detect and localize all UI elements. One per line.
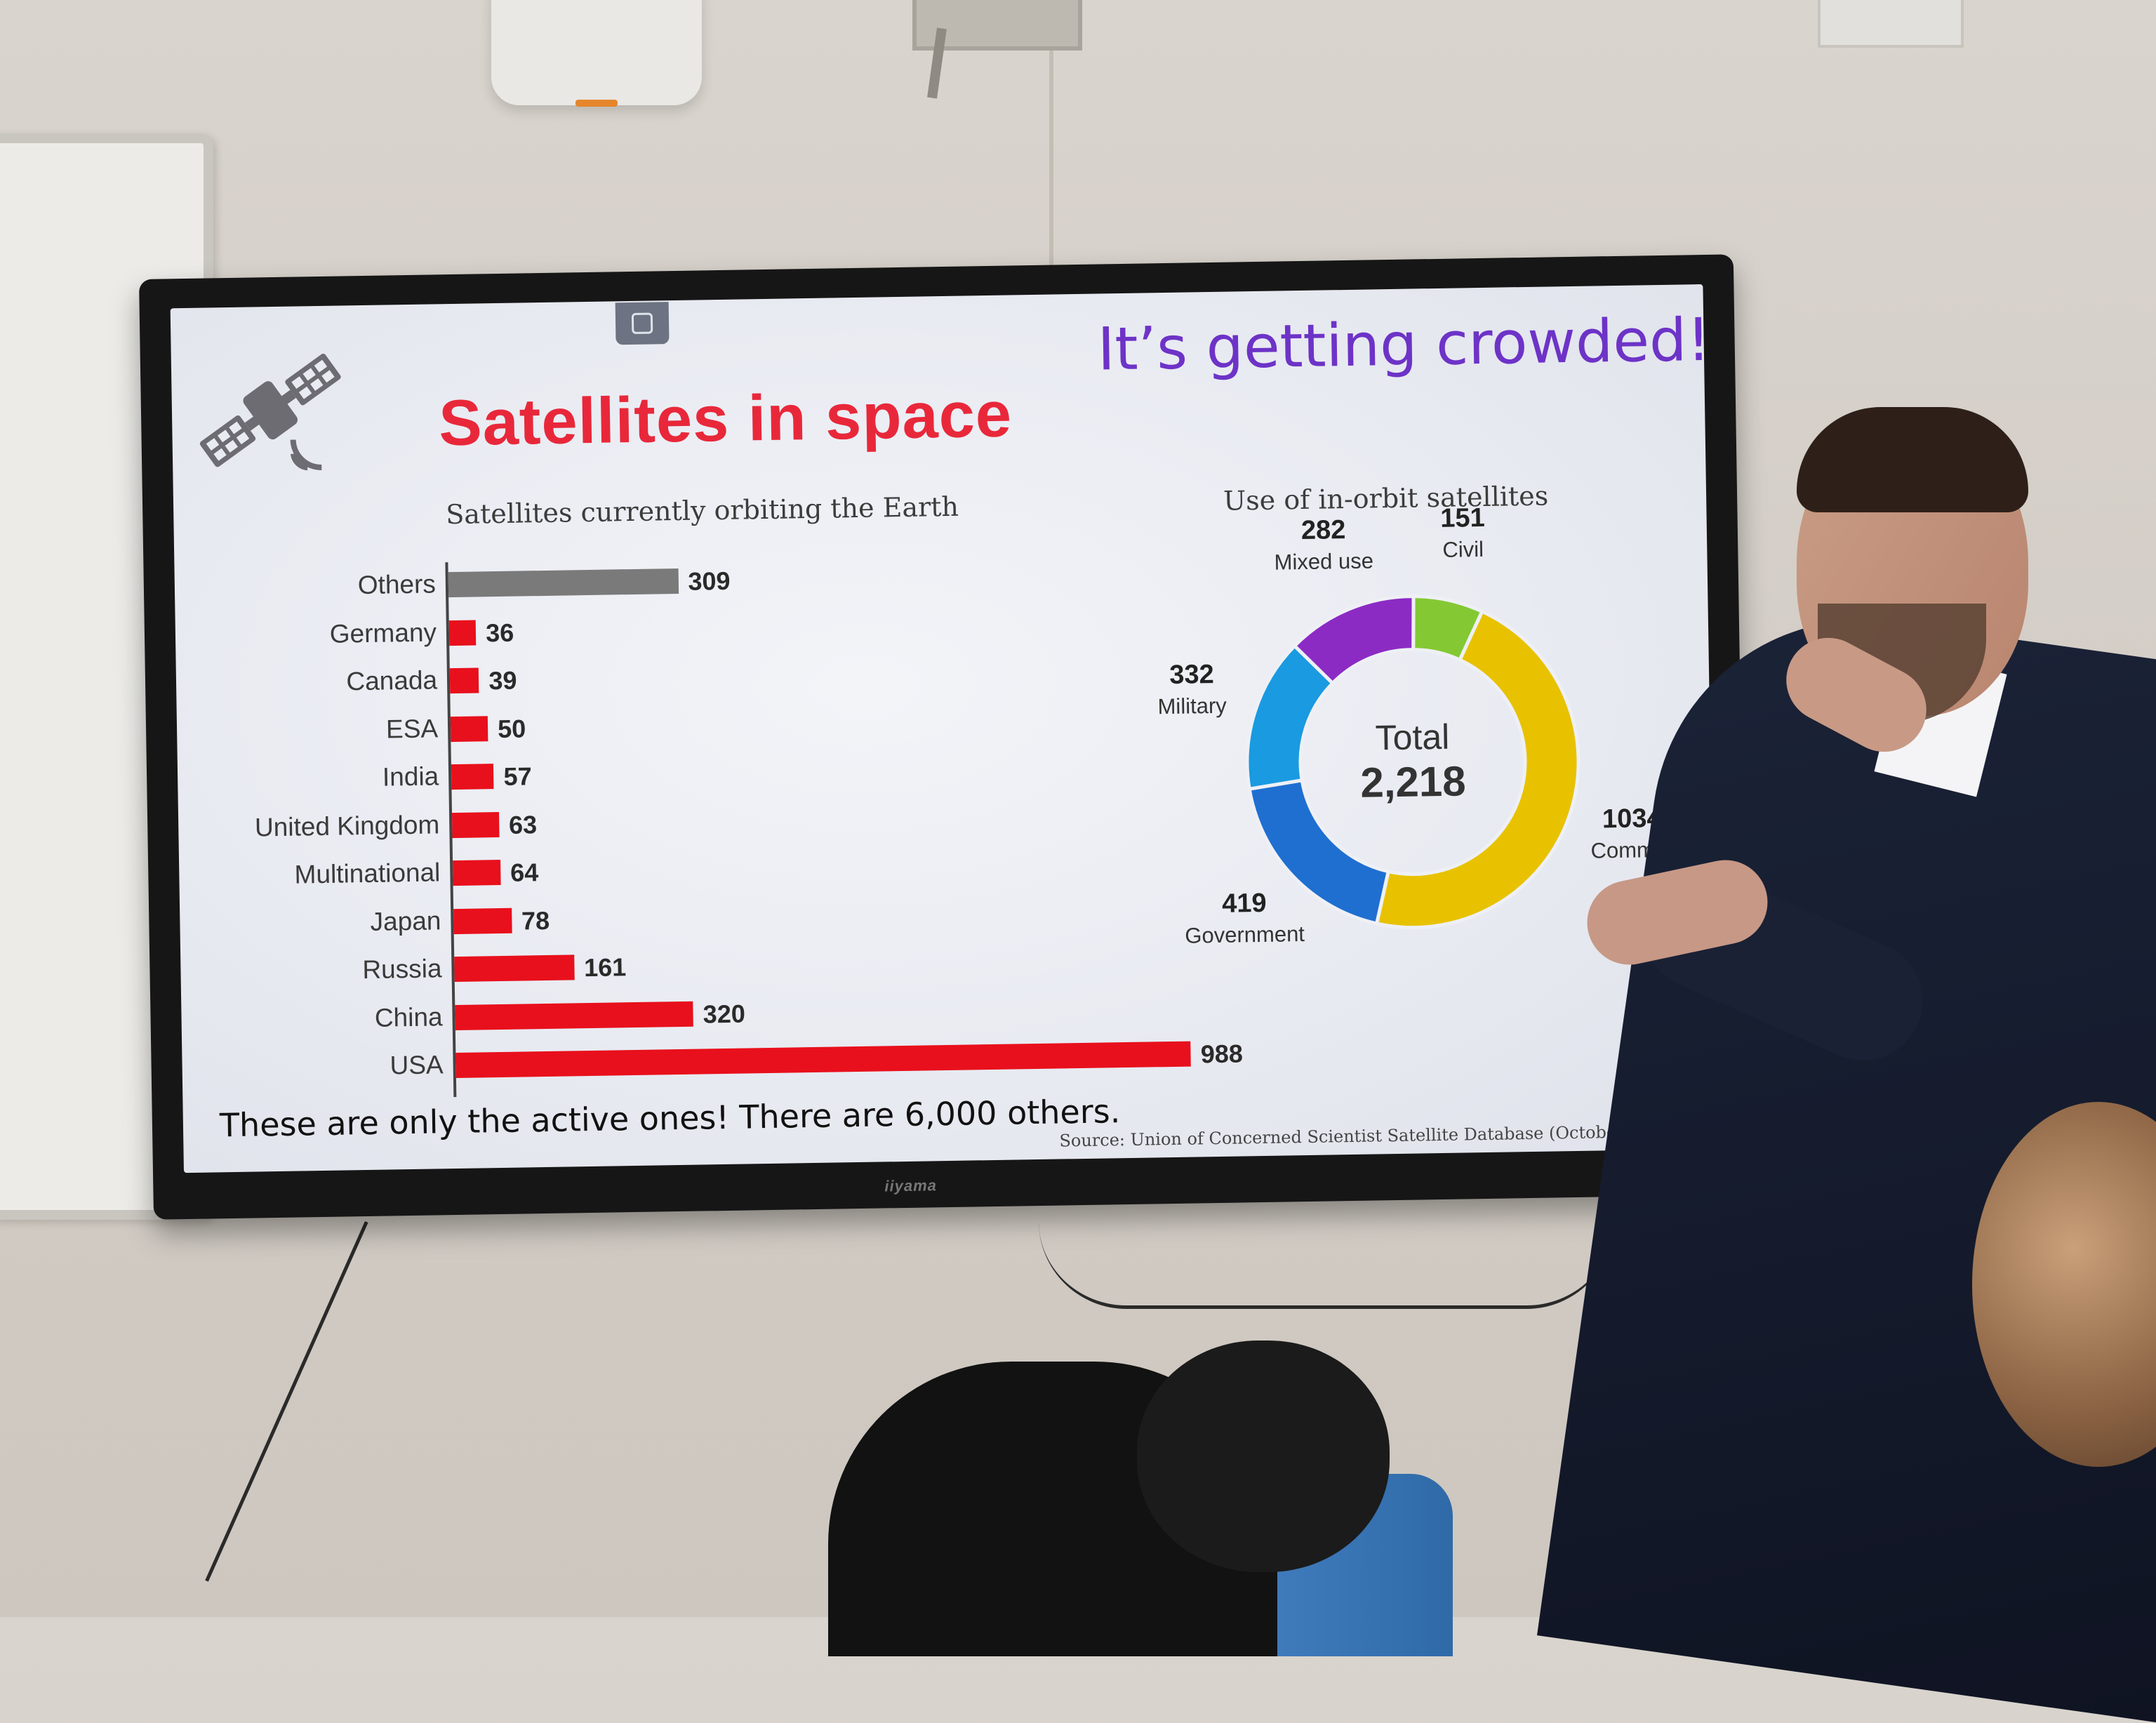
bar-label-multinational: Multinational (294, 858, 441, 889)
donut-value-government: 419 (1221, 888, 1267, 919)
bar-label-germany: Germany (329, 617, 437, 648)
donut-value-civil: 151 (1440, 503, 1486, 533)
bar-label-russia: Russia (362, 954, 442, 985)
bar-label-japan: Japan (370, 905, 441, 936)
bar-value-usa: 988 (1200, 1039, 1244, 1069)
bar-value-others: 309 (688, 566, 731, 596)
student-head (1137, 1341, 1390, 1572)
monitor-brand: iiyama (884, 1176, 938, 1195)
bar-germany (448, 620, 477, 646)
bar-value-united-kingdom: 63 (508, 809, 538, 839)
donut-category-government: Government (1185, 922, 1305, 948)
bar-russia (454, 954, 575, 983)
bar-india (451, 764, 494, 790)
bar-value-canada: 39 (488, 665, 517, 696)
donut-slice-mixed-use (1292, 594, 1416, 686)
source-note: Source: Union of Concerned Scientist Sat… (1059, 1121, 1679, 1151)
bar-others (448, 568, 679, 598)
bar-label-esa: ESA (385, 713, 439, 744)
bar-label-usa: USA (390, 1050, 444, 1080)
presenter-hair (1797, 407, 2028, 512)
bar-label-united-kingdom: United Kingdom (254, 809, 440, 842)
bar-multinational (453, 860, 501, 886)
bar-label-canada: Canada (346, 665, 438, 696)
bar-japan (453, 907, 512, 934)
donut-category-mixed-use: Mixed use (1274, 548, 1374, 576)
bar-usa (455, 1041, 1192, 1079)
donut-category-military: Military (1157, 693, 1227, 719)
ceiling-projector-device (491, 0, 702, 105)
satellite-icon (199, 353, 341, 471)
slide-subtitle: It’s getting crowded! (1096, 305, 1711, 384)
bar-esa (450, 715, 488, 742)
bar-united-kingdom (451, 811, 500, 838)
slide-screen: Satellites in space It’s getting crowded… (170, 284, 1717, 1173)
device-indicator-light (575, 100, 618, 107)
cable-under-monitor (1039, 1221, 1614, 1309)
wall-seam (1049, 0, 1053, 295)
donut-center-value: 2,218 (1359, 757, 1467, 806)
bar-label-china: China (374, 1002, 443, 1032)
donut-slice-commercial (1374, 608, 1581, 930)
bar-value-japan: 78 (521, 905, 550, 936)
footnote: These are only the active ones! There ar… (219, 1092, 1121, 1145)
bar-value-china: 320 (703, 999, 746, 1029)
cable-left (205, 1221, 368, 1582)
bar-value-multinational: 64 (510, 858, 539, 887)
bar-value-esa: 50 (497, 713, 526, 743)
bar-value-germany: 36 (485, 618, 514, 647)
donut-center-label: Total (1375, 717, 1450, 758)
bar-value-russia: 161 (583, 952, 627, 983)
bar-china (455, 1001, 694, 1030)
bar-label-others: Others (357, 569, 437, 600)
bar-canada (449, 667, 479, 694)
donut-value-mixed-use: 282 (1300, 515, 1346, 546)
display-monitor: iiyama Satellites in space It’s getting … (139, 254, 1748, 1220)
bar-value-india: 57 (503, 761, 532, 791)
donut-chart (1245, 594, 1581, 930)
bar-chart: Others 309 Germany 36 Canada 39 ESA 50 India 57 Un… (171, 296, 1243, 1101)
wall-speaker (1818, 0, 1964, 48)
donut-value-military: 332 (1169, 659, 1214, 690)
bar-label-india: India (382, 761, 439, 792)
